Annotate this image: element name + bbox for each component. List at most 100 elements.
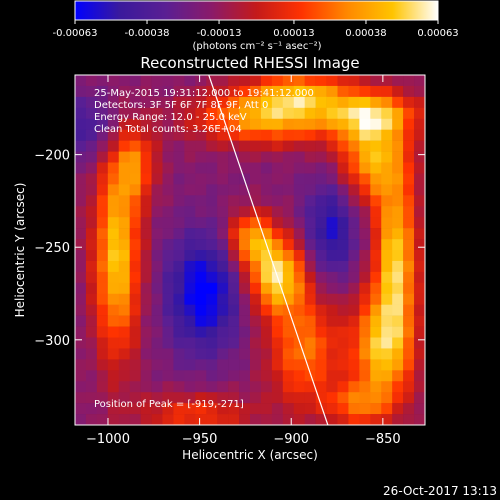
heatmap-cell [195,75,207,87]
heatmap-cell [271,403,284,415]
heatmap-cell [381,140,393,152]
heatmap-cell [315,151,327,163]
chart-title: Reconstructed RHESSI Image [140,54,359,72]
heatmap-cell [107,250,120,262]
heatmap-cell [359,129,371,141]
heatmap-cell [337,239,349,251]
heatmap-cell [250,173,262,185]
heatmap-cell [260,392,273,404]
heatmap-cell [282,118,295,130]
heatmap-cell [228,304,240,316]
heatmap-cell [217,107,229,120]
heatmap-cell [239,403,251,415]
heatmap-cell [315,315,327,327]
heatmap-cell [326,326,338,338]
heatmap-cell [129,184,141,196]
heatmap-cell [85,315,98,327]
heatmap-cell [250,414,262,426]
heatmap-cell [96,206,109,218]
heatmap-cell [140,118,152,130]
heatmap-cell [250,228,262,240]
heatmap-cell [260,326,273,338]
heatmap-cell [348,250,360,262]
heatmap-cell [250,304,262,316]
heatmap-cell [326,140,338,152]
info-line: Clean Total counts: 3.26E+04 [94,124,242,135]
heatmap-cell [85,337,98,349]
heatmap-cell [304,359,316,371]
heatmap-cell [96,359,109,371]
heatmap-cell [228,118,240,130]
heatmap-cell [337,173,349,185]
heatmap-cell [239,260,251,273]
heatmap-cell [96,173,109,185]
heatmap-cell [173,118,185,130]
heatmap-cell [326,239,338,251]
heatmap-cell [217,151,229,163]
info-line: Detectors: 3F 5F 6F 7F 8F 9F, Att 0 [94,100,268,111]
heatmap-cell [239,414,251,426]
heatmap-cell [392,271,404,284]
heatmap-cell [260,217,273,229]
heatmap-cell [217,293,229,305]
heatmap-cell [293,107,305,120]
heatmap-cell [129,326,141,338]
heatmap-cell [403,140,415,152]
heatmap-cell [118,282,130,295]
heatmap-cell [140,403,152,415]
heatmap-cell [118,184,130,196]
heatmap-cell [85,195,98,207]
heatmap-cell [239,304,251,316]
heatmap-cell [304,228,316,240]
heatmap-cell [304,140,316,152]
heatmap-cell [107,414,120,426]
heatmap-cell [337,228,349,240]
heatmap-cell [359,370,371,382]
heatmap-cell [414,414,426,426]
heatmap-cell [304,206,316,218]
heatmap-cell [195,239,207,251]
heatmap-cell [282,359,295,371]
heatmap-cell [195,337,207,349]
heatmap-cell [260,75,273,87]
heatmap-cell [195,282,207,295]
heatmap-cell [75,162,87,174]
heatmap-cell [129,75,141,87]
heatmap-cell [359,162,371,174]
heatmap-cell [293,381,305,393]
heatmap-cell [217,337,229,349]
heatmap-cell [392,107,404,120]
heatmap-cell [282,206,295,218]
heatmap-cell [228,315,240,327]
heatmap-cell [271,326,284,338]
heatmap-cell [337,250,349,262]
heatmap-cell [359,260,371,273]
heatmap-cell [304,184,316,196]
heatmap-cell [107,315,120,327]
heatmap-cell [271,304,284,316]
heatmap-cell [173,304,185,316]
heatmap-cell [271,228,284,240]
heatmap-cell [118,293,130,305]
heatmap-cell [195,414,207,426]
heatmap-cell [162,348,174,360]
heatmap-cell [381,96,393,109]
heatmap-cell [414,271,426,284]
heatmap-cell [370,85,382,98]
heatmap-cell [282,195,295,207]
heatmap-cell [217,260,229,273]
heatmap-cell [337,392,349,404]
heatmap-cell [348,271,360,284]
heatmap-cell [293,348,305,360]
heatmap-cell [315,326,327,338]
heatmap-cell [348,96,360,109]
heatmap-cell [239,293,251,305]
heatmap-cell [173,239,185,251]
heatmap-cell [195,206,207,218]
heatmap-cell [293,315,305,327]
heatmap-cell [315,118,327,130]
heatmap-cell [403,96,415,109]
heatmap-cell [184,96,196,109]
heatmap-cell [96,129,109,141]
